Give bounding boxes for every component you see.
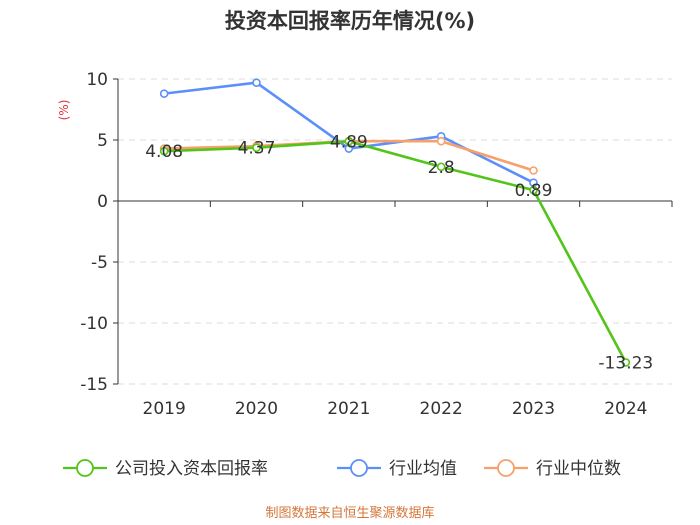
- y-tick-label: -10: [80, 314, 108, 334]
- series-point: [436, 162, 446, 172]
- series-point: [159, 89, 169, 98]
- y-tick-label: 5: [97, 131, 108, 151]
- data-label: 4.89: [330, 132, 368, 152]
- data-labels: 4.08 4.37 4.89 2.8 0.89 -13.23: [145, 132, 653, 373]
- legend-marker: [76, 459, 94, 477]
- x-tick-label: 2023: [512, 399, 555, 419]
- y-tick-label: 0: [97, 192, 108, 212]
- y-axis-unit: (%): [57, 100, 71, 121]
- legend-marker: [350, 459, 368, 477]
- series-point: [529, 166, 538, 175]
- grid-lines: [118, 78, 672, 385]
- series-point: [529, 185, 538, 195]
- axes: 10 5 0 -5 -10 -15 2019 2020 2021 2022 2023 2024: [80, 70, 673, 419]
- x-tick-label: 2024: [604, 399, 647, 419]
- data-label: -13.23: [598, 353, 653, 373]
- chart-title: 投资本回报率历年情况(%): [225, 9, 475, 33]
- y-tick-label: -15: [80, 375, 108, 395]
- source-note: 制图数据来自恒生聚源数据库: [265, 505, 434, 521]
- y-tick-label: -5: [91, 253, 108, 273]
- legend-label: 行业中位数: [536, 459, 621, 479]
- legend-marker: [497, 459, 515, 477]
- data-label: 4.37: [238, 139, 276, 159]
- series-point: [252, 78, 261, 87]
- legend: 公司投入资本回报率 行业均值 行业中位数: [63, 459, 621, 479]
- series-point: [621, 358, 631, 367]
- y-tick-label: 10: [86, 70, 108, 90]
- legend-label: 行业均值: [389, 459, 457, 479]
- data-label: 0.89: [515, 181, 553, 201]
- legend-label: 公司投入资本回报率: [115, 459, 268, 479]
- data-label: 2.8: [428, 158, 455, 178]
- series-line: [164, 140, 627, 364]
- series-layer: [159, 78, 631, 367]
- x-tick-label: 2021: [327, 399, 370, 419]
- series-point: [159, 146, 169, 156]
- x-tick-label: 2022: [420, 399, 463, 419]
- data-label: 4.08: [145, 142, 183, 162]
- series-point: [344, 137, 354, 146]
- series-point: [252, 143, 261, 152]
- series-point: [436, 136, 446, 146]
- x-tick-label: 2019: [143, 399, 186, 419]
- x-tick-label: 2020: [235, 399, 278, 419]
